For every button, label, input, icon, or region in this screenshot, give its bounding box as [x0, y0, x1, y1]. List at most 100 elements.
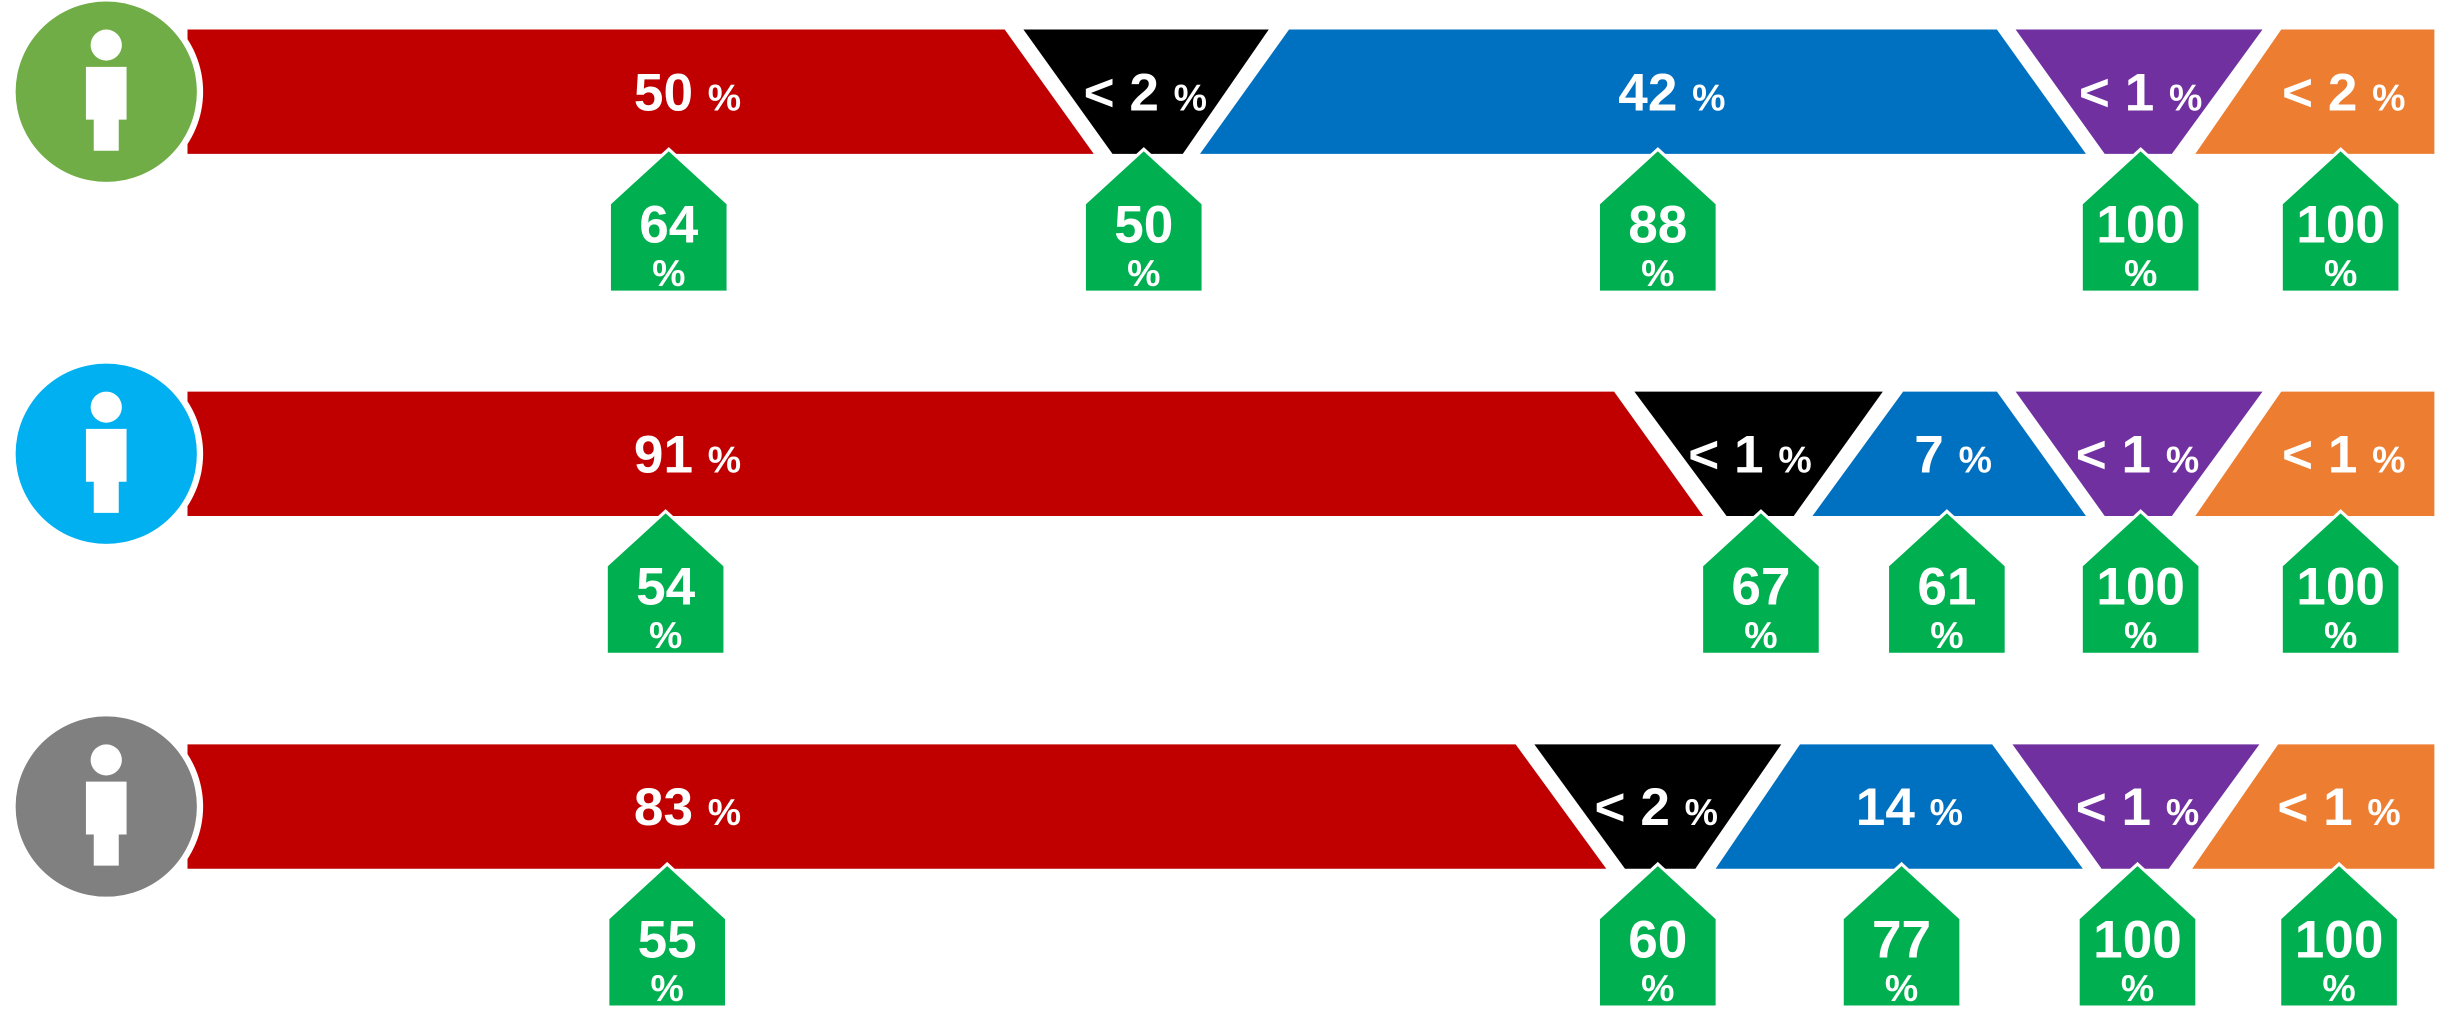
segment-unit: %: [2372, 76, 2405, 118]
person-body: [85, 428, 127, 513]
segment: [187, 29, 1094, 154]
house-unit: %: [2322, 967, 2355, 1009]
segment-label: < 2 %: [1084, 63, 1207, 122]
segment-unit: %: [2166, 439, 2199, 481]
segment-label: < 2 %: [2282, 63, 2405, 122]
segment-unit: %: [2372, 439, 2405, 481]
segment: [1715, 744, 2083, 869]
house-unit: %: [1641, 967, 1674, 1009]
house: [2079, 147, 2202, 294]
row: 83 %55%< 2 %60%14 %77%< 1 %100%< 1 %100%: [9, 710, 2435, 1009]
segment-value: 7: [1914, 426, 1944, 485]
person-head: [90, 29, 122, 61]
segment-value: 50: [634, 63, 693, 122]
row: 91 %54%< 1 %67%7 %61%< 1 %100%< 1 %100%: [9, 357, 2435, 656]
house-unit: %: [1885, 967, 1918, 1009]
segment-unit: %: [708, 439, 741, 481]
segment-value: < 2: [1084, 63, 1159, 122]
segment-label: < 1 %: [2076, 778, 2199, 837]
house-unit: %: [1744, 614, 1777, 656]
person-body: [85, 781, 127, 866]
house-value: 54: [636, 558, 696, 617]
house-unit: %: [2124, 252, 2157, 294]
house-value: 100: [2296, 558, 2385, 617]
segment-label: < 1 %: [2076, 426, 2199, 485]
house-unit: %: [1930, 614, 1963, 656]
segment-unit: %: [2166, 791, 2199, 833]
segment: [187, 744, 1607, 869]
house-unit: %: [1127, 252, 1160, 294]
house-value: 100: [2296, 196, 2385, 255]
house: [1840, 861, 1963, 1009]
house-unit: %: [2324, 252, 2357, 294]
house-value: 50: [1114, 196, 1173, 255]
house-unit: %: [651, 967, 684, 1009]
segment-label: 7 %: [1914, 426, 1992, 485]
segment-value: < 1: [1688, 426, 1763, 485]
house-unit: %: [1641, 252, 1674, 294]
segment: [1200, 29, 2086, 154]
house: [1700, 509, 1822, 656]
house-value: 64: [639, 196, 699, 255]
segment-value: 14: [1856, 778, 1916, 837]
segment-label: < 1 %: [1688, 426, 1811, 485]
segment-value: 83: [634, 778, 693, 837]
house-value: 60: [1628, 910, 1687, 969]
segment-label: < 1 %: [2277, 778, 2400, 837]
house-value: 67: [1731, 558, 1790, 617]
segment: [187, 391, 1704, 516]
segment-value: 42: [1618, 63, 1677, 122]
segment-unit: %: [1692, 76, 1725, 118]
segment: [2195, 391, 2435, 516]
segment-value: < 1: [2079, 63, 2154, 122]
segment-value: < 1: [2076, 426, 2151, 485]
segment-label: 50 %: [634, 63, 741, 122]
house-value: 100: [2096, 196, 2185, 255]
house: [607, 147, 730, 294]
segment-label: < 1 %: [2079, 63, 2202, 122]
segment-label: 91 %: [634, 426, 741, 485]
house-value: 61: [1917, 558, 1976, 617]
segment-label: < 1 %: [2282, 426, 2405, 485]
house-unit: %: [649, 614, 682, 656]
segment-unit: %: [1959, 439, 1992, 481]
segment-value: < 2: [2282, 63, 2357, 122]
person-head: [90, 744, 122, 776]
house: [1082, 147, 1205, 294]
segment-value: < 2: [1595, 778, 1670, 837]
segment-value: < 1: [2277, 778, 2352, 837]
house-value: 77: [1872, 910, 1931, 969]
segment-unit: %: [1930, 791, 1963, 833]
house-unit: %: [2121, 967, 2154, 1009]
segment: [1023, 29, 1269, 154]
house: [2279, 147, 2402, 294]
house: [2278, 861, 2400, 1009]
house: [2079, 509, 2202, 656]
segment-unit: %: [2169, 76, 2202, 118]
segment: [1634, 391, 1883, 516]
segment: [2015, 391, 2263, 516]
segment: [2192, 744, 2435, 869]
segment-label: 14 %: [1856, 778, 1963, 837]
segment-label: < 2 %: [1595, 778, 1718, 837]
house: [2076, 861, 2199, 1009]
segment-value: 91: [634, 426, 693, 485]
person-head: [90, 391, 122, 423]
house-value: 100: [2093, 910, 2182, 969]
house: [1596, 147, 1719, 294]
segment-unit: %: [708, 76, 741, 118]
segment-unit: %: [1778, 439, 1811, 481]
house-unit: %: [2324, 614, 2357, 656]
segment-value: < 1: [2282, 426, 2357, 485]
segment-unit: %: [1174, 76, 1207, 118]
house: [2279, 509, 2402, 656]
segment: [1534, 744, 1782, 869]
house: [606, 861, 729, 1009]
segment-unit: %: [1685, 791, 1718, 833]
segment: [2195, 29, 2435, 154]
segment-label: 42 %: [1618, 63, 1725, 122]
segment: [2012, 744, 2260, 869]
row: 50 %64%< 2 %50%42 %88%< 1 %100%< 2 %100%: [9, 0, 2435, 294]
house: [604, 509, 727, 656]
